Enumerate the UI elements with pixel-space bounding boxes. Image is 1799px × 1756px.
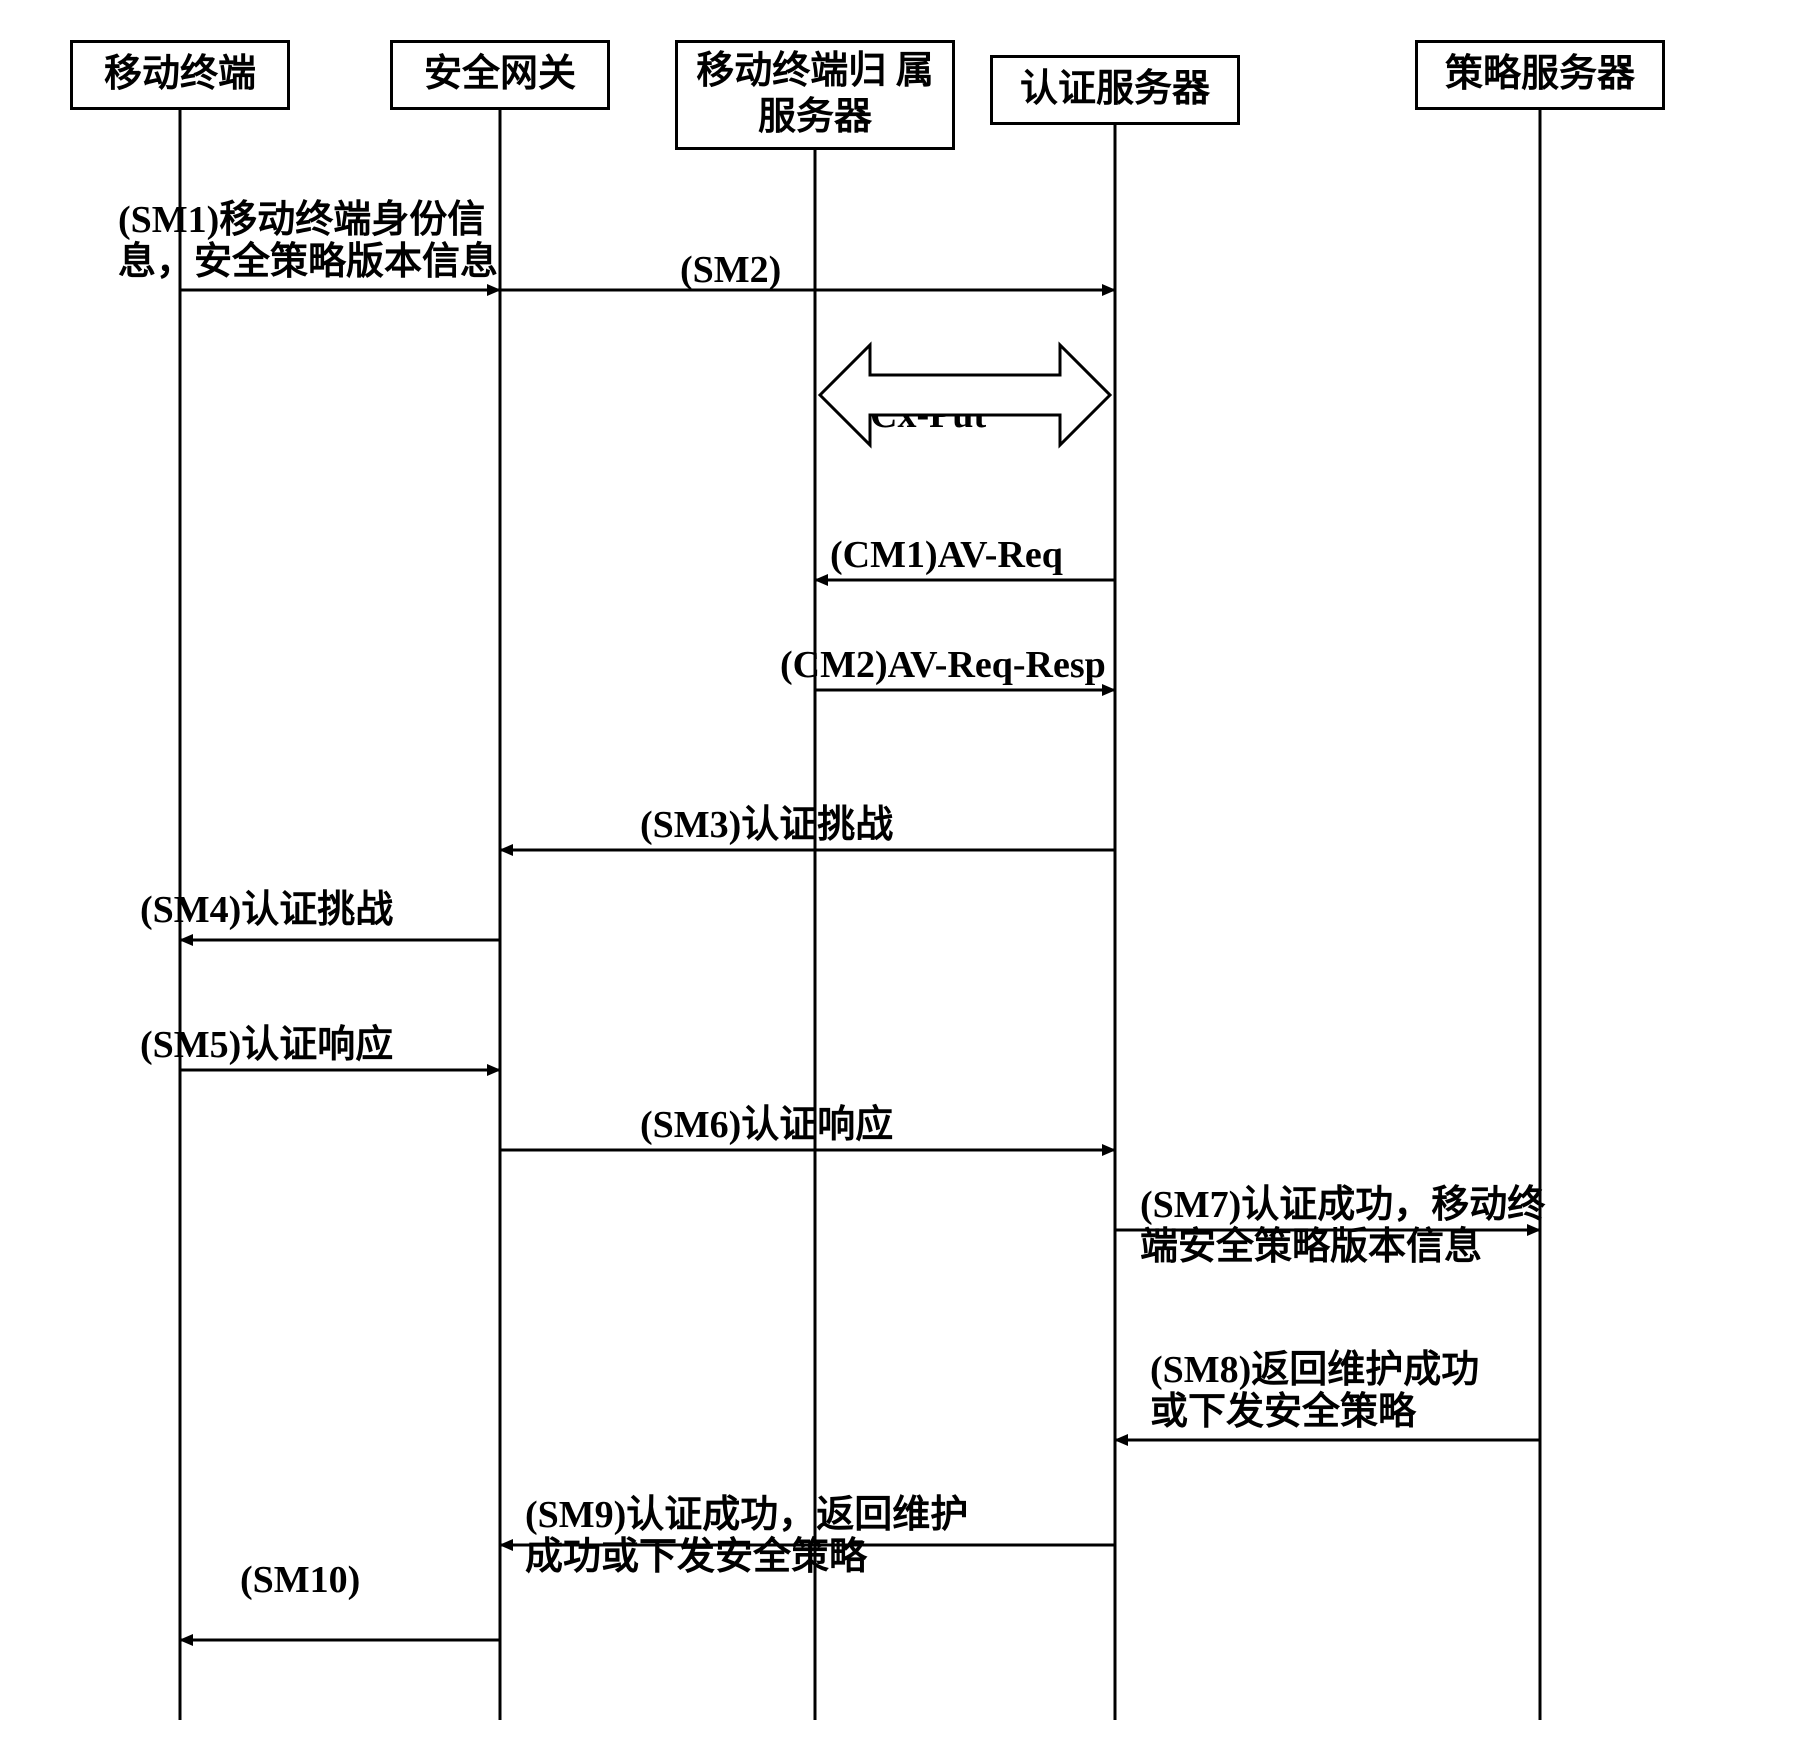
msg-label-sm3: (SM3)认证挑战 xyxy=(640,805,893,847)
msg-label-sm8: (SM8)返回维护成功 或下发安全策略 xyxy=(1150,1350,1479,1434)
participant-label: 策略服务器 xyxy=(1445,52,1635,98)
msg-label-sm1: (SM1)移动终端身份信 息，安全策略版本信息 xyxy=(118,200,498,284)
msg-label-cm1: (CM1)AV-Req xyxy=(830,535,1063,577)
participant-mt: 移动终端 xyxy=(70,40,290,110)
sequence-diagram: 移动终端 安全网关 移动终端归 属服务器 认证服务器 策略服务器 (SM1)移动… xyxy=(0,0,1799,1756)
participant-label: 安全网关 xyxy=(424,52,576,98)
msg-label-sm5: (SM5)认证响应 xyxy=(140,1025,393,1067)
msg-label-cm2: (CM2)AV-Req-Resp xyxy=(780,645,1106,687)
msg-label-sm7: (SM7)认证成功，移动终 端安全策略版本信息 xyxy=(1140,1185,1545,1269)
msg-label-sm4: (SM4)认证挑战 xyxy=(140,890,393,932)
msg-label-sm2: (SM2) xyxy=(680,250,781,292)
participant-ps: 策略服务器 xyxy=(1415,40,1665,110)
participant-label: 移动终端归 属服务器 xyxy=(690,49,940,140)
msg-label-sm9: (SM9)认证成功，返回维护 成功或下发安全策略 xyxy=(525,1495,968,1579)
msg-label-sm6: (SM6)认证响应 xyxy=(640,1105,893,1147)
cxput-label: Cx-Put xyxy=(870,395,986,437)
participant-as: 认证服务器 xyxy=(990,55,1240,125)
participant-label: 认证服务器 xyxy=(1020,67,1210,113)
participant-hs: 移动终端归 属服务器 xyxy=(675,40,955,150)
msg-label-sm10: (SM10) xyxy=(240,1560,360,1602)
participant-label: 移动终端 xyxy=(104,52,256,98)
participant-sgw: 安全网关 xyxy=(390,40,610,110)
